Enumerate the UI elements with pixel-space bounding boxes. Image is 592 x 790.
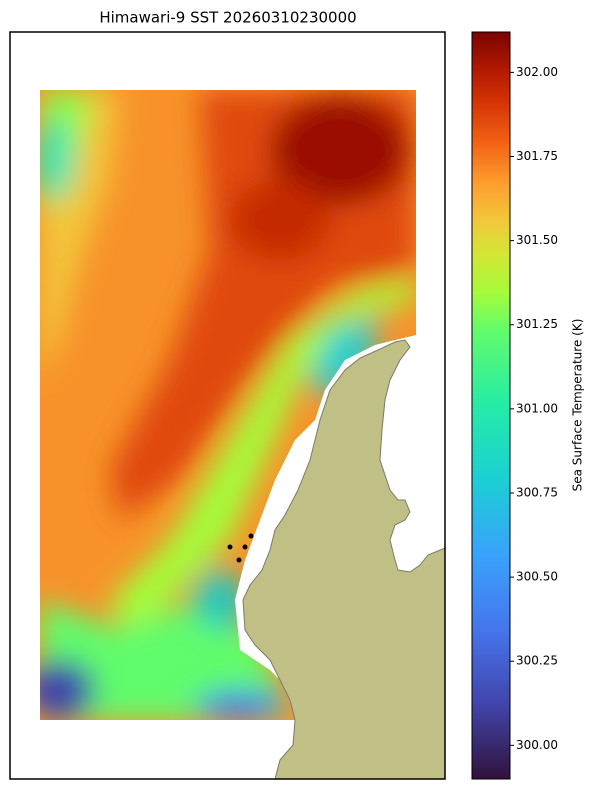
land [242,339,446,780]
colorbar-tick-label: 300.75 [516,485,558,499]
colorbar-tick-label: 300.25 [516,654,558,668]
colorbar-tick-label: 300.50 [516,570,558,584]
colorbar [471,31,511,780]
stations [227,533,254,563]
map-frame [9,31,446,780]
colorbar-tick-label: 301.00 [516,401,558,415]
colorbar-tick-label: 301.25 [516,317,558,331]
colorbar-label: Sea Surface Temperature (K) [571,319,585,492]
colorbar-tick-label: 300.00 [516,738,558,752]
map-title: Himawari-9 SST 20260310230000 [99,9,356,27]
colorbar-tick-label: 302.00 [516,65,558,79]
colorbar-tick-label: 301.75 [516,149,558,163]
colorbar-tick-label: 301.50 [516,233,558,247]
